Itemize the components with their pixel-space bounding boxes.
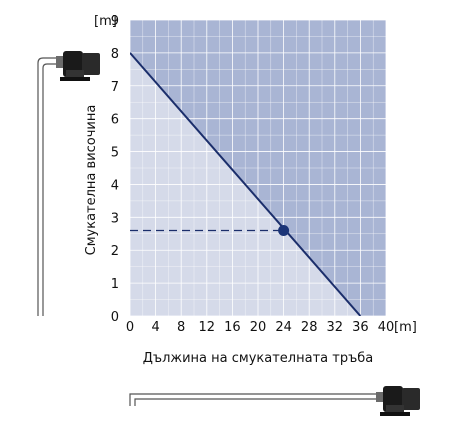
y-tick-label: 2 — [111, 244, 119, 259]
y-tick-label: 4 — [111, 178, 119, 193]
annotations — [130, 224, 290, 236]
x-tick-label: 0 — [126, 320, 134, 335]
y-tick-label: 3 — [111, 211, 119, 226]
y-tick-label: 5 — [111, 146, 119, 161]
x-tick-label: 40 — [378, 320, 395, 335]
x-tick-label: 4 — [151, 320, 159, 335]
x-tick-label: 8 — [177, 320, 185, 335]
x-axis-title: Дължина на смукателната тръба — [143, 351, 373, 366]
pump-icon — [56, 51, 100, 81]
y-tick-label: 9 — [111, 14, 119, 29]
grid — [130, 20, 386, 316]
y-tick-label: 0 — [111, 310, 119, 325]
y-tick-label: 8 — [111, 47, 119, 62]
x-tick-label: 24 — [275, 320, 292, 335]
y-tick-label: 1 — [111, 277, 119, 292]
y-tick-label: 7 — [111, 80, 119, 95]
x-tick-label: 36 — [352, 320, 369, 335]
x-tick-label: 12 — [199, 320, 216, 335]
pump-icon — [376, 386, 420, 416]
y-tick-labels: 0 1 2 3 4 5 6 7 8 9 — [111, 14, 119, 325]
x-tick-labels: 0 4 8 12 16 20 24 28 32 36 40 — [126, 320, 394, 335]
series — [130, 52, 362, 316]
data-point — [278, 224, 290, 236]
series-line — [130, 52, 362, 316]
x-tick-label: 32 — [327, 320, 344, 335]
horizontal-pipe-icon — [129, 393, 377, 406]
y-axis-unit: [m] — [94, 14, 117, 29]
y-tick-label: 6 — [111, 113, 119, 128]
x-tick-label: 28 — [301, 320, 318, 335]
x-axis-unit: [m] — [394, 320, 417, 335]
x-tick-label: 20 — [250, 320, 267, 335]
y-axis-title: Смукателна височина — [84, 105, 99, 256]
x-tick-label: 16 — [224, 320, 241, 335]
plot-area — [130, 20, 386, 316]
vertical-pipe-icon — [37, 57, 56, 316]
